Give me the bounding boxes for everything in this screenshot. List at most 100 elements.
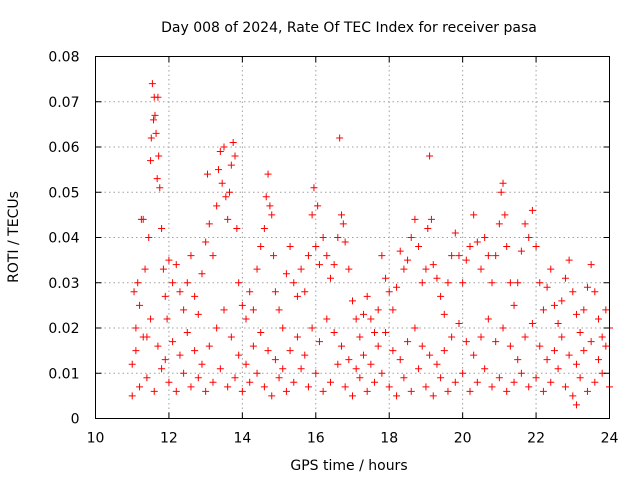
data-point	[510, 378, 518, 386]
data-point	[561, 383, 569, 391]
data-point	[424, 224, 432, 232]
y-tick-label: 0.04	[48, 231, 79, 247]
data-point	[528, 319, 536, 327]
data-point	[587, 338, 595, 346]
data-point	[374, 306, 382, 314]
data-point	[427, 215, 435, 223]
data-point	[286, 243, 294, 251]
data-point	[561, 274, 569, 282]
data-point	[393, 283, 401, 291]
data-point	[539, 306, 547, 314]
data-point	[297, 265, 305, 273]
data-point	[279, 365, 287, 373]
data-point	[128, 360, 136, 368]
data-point	[222, 193, 230, 201]
data-point	[422, 265, 430, 273]
data-point	[323, 252, 331, 260]
data-point	[169, 279, 177, 287]
data-point	[156, 184, 164, 192]
data-point	[213, 202, 221, 210]
data-point	[216, 365, 224, 373]
data-point	[400, 374, 408, 382]
data-point	[253, 369, 261, 377]
y-tick-label: 0.07	[48, 95, 79, 111]
x-axis-label: GPS time / hours	[290, 458, 407, 474]
data-point	[558, 297, 566, 305]
data-point	[235, 351, 243, 359]
data-point	[266, 202, 274, 210]
data-point	[301, 288, 309, 296]
data-point	[444, 279, 452, 287]
data-point	[550, 347, 558, 355]
data-point	[550, 301, 558, 309]
data-point	[132, 324, 140, 332]
data-point	[352, 365, 360, 373]
data-point	[145, 234, 153, 241]
data-point	[231, 374, 239, 382]
data-point	[176, 351, 184, 359]
y-axis-label: ROTI / TECUs	[6, 191, 22, 283]
data-point	[176, 288, 184, 296]
y-tick-label: 0.01	[48, 366, 79, 382]
data-point	[172, 261, 180, 269]
data-point	[275, 306, 283, 314]
data-point	[396, 247, 404, 255]
data-point	[132, 347, 140, 355]
data-point	[205, 220, 213, 228]
data-point	[565, 351, 573, 359]
data-point	[356, 374, 364, 382]
data-point	[282, 270, 290, 278]
data-point	[286, 347, 294, 355]
data-point	[337, 342, 345, 350]
data-point	[246, 378, 254, 386]
data-point	[202, 387, 210, 395]
x-tick-label: 14	[233, 431, 251, 447]
data-point	[224, 383, 232, 391]
data-point	[249, 306, 257, 314]
data-point	[426, 152, 434, 160]
data-point	[404, 256, 412, 264]
data-point	[334, 360, 342, 368]
data-point	[139, 215, 147, 223]
data-point	[514, 356, 522, 364]
data-point	[572, 360, 580, 368]
data-point	[314, 202, 322, 210]
data-point	[268, 392, 276, 400]
data-point	[323, 315, 331, 323]
data-point	[180, 306, 188, 314]
x-tick-label: 20	[454, 431, 472, 447]
x-tick-label: 18	[380, 431, 398, 447]
data-point	[224, 215, 232, 223]
data-point	[205, 342, 213, 350]
data-point	[341, 383, 349, 391]
data-point	[264, 170, 272, 178]
data-point	[426, 351, 434, 359]
data-point	[233, 224, 241, 232]
data-point	[270, 252, 278, 260]
x-tick-label: 24	[601, 431, 619, 447]
data-point	[262, 193, 270, 201]
data-point	[371, 378, 379, 386]
data-point	[492, 252, 500, 260]
data-point	[451, 229, 459, 237]
data-point	[158, 365, 166, 373]
data-point	[136, 383, 144, 391]
data-point	[242, 315, 250, 323]
data-point	[308, 211, 316, 219]
data-point	[139, 333, 147, 341]
chart-title: Day 008 of 2024, Rate Of TEC Index for r…	[161, 20, 537, 36]
data-point	[150, 387, 158, 395]
x-tick-labels: 10 12 14 16 18 20 22 24	[87, 431, 619, 447]
data-point	[539, 387, 547, 395]
data-point	[393, 392, 401, 400]
data-point	[271, 288, 279, 296]
data-point	[440, 347, 448, 355]
data-point	[499, 179, 507, 187]
data-point	[506, 342, 514, 350]
grid-lines	[95, 56, 610, 419]
data-point	[143, 374, 151, 382]
data-point	[554, 365, 562, 373]
data-point	[349, 297, 356, 305]
data-point	[385, 383, 393, 391]
